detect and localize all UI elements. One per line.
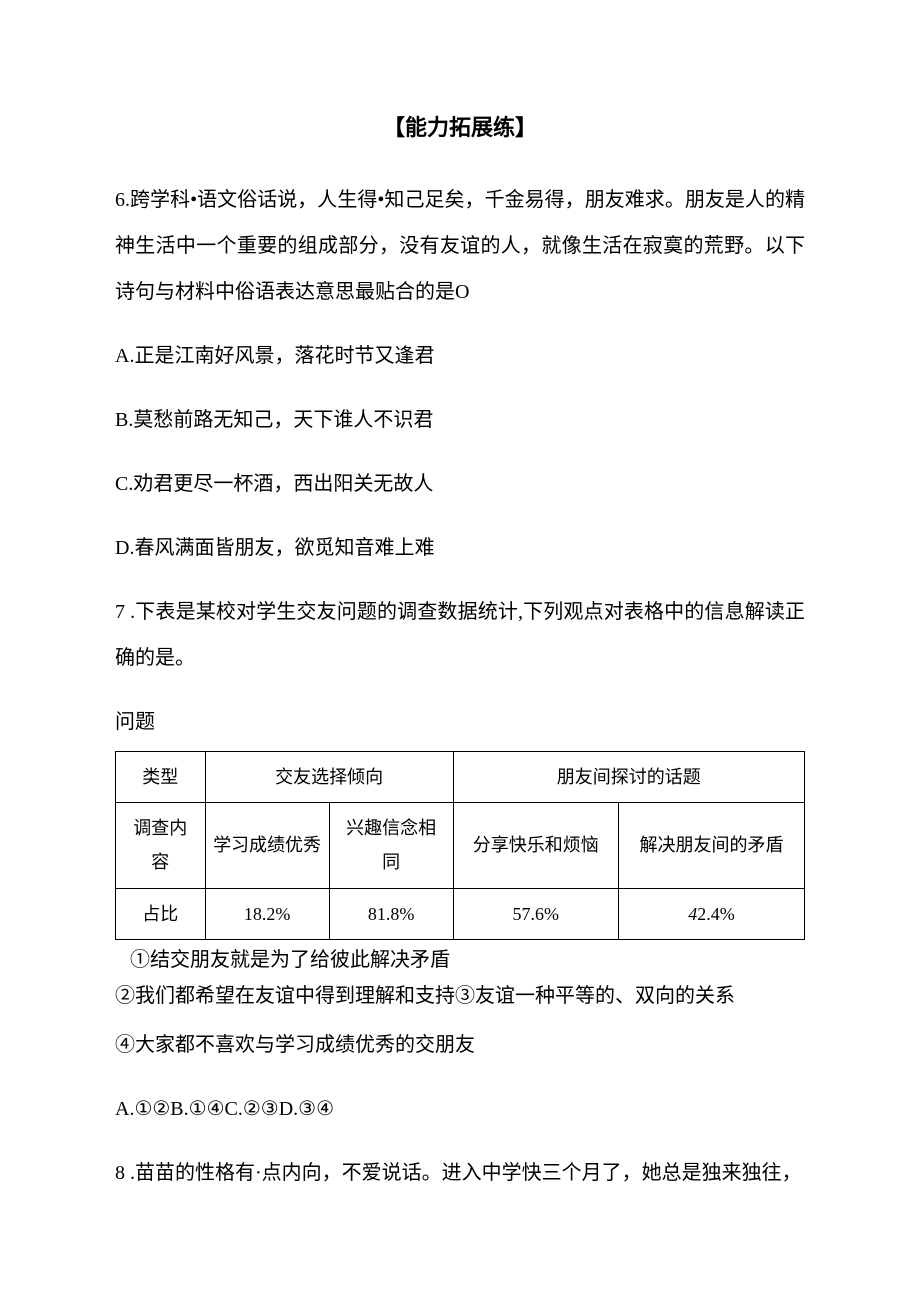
q6-option-b: B.莫愁前路无知己，天下谁人不识君 xyxy=(115,397,805,443)
cell-ratio-label: 占比 xyxy=(116,888,206,939)
cell-share-happy: 分享快乐和烦恼 xyxy=(453,803,618,888)
q8-stem: 8 .苗苗的性格有·点内向，不爱说话。进入中学快三个月了，她总是独来独往， xyxy=(115,1150,805,1196)
cell-tendency-header: 交友选择倾向 xyxy=(205,752,453,803)
cell-topic-header: 朋友间探讨的话题 xyxy=(453,752,804,803)
q7-stem: 7 .下表是某校对学生交友问题的调查数据统计,下列观点对表格中的信息解读正确的是… xyxy=(115,589,805,681)
table-row: 调查内 容 学习成绩优秀 兴趣信念相 同 分享快乐和烦恼 解决朋友间的矛盾 xyxy=(116,803,805,888)
table-row: 类型 交友选择倾向 朋友间探讨的话题 xyxy=(116,752,805,803)
cell-text-line2: 同 xyxy=(382,852,400,872)
cell-resolve-conflict: 解决朋友间的矛盾 xyxy=(618,803,804,888)
q6-option-c: C.劝君更尽一杯酒，西出阳关无故人 xyxy=(115,461,805,507)
cell-text-line1: 调查内 xyxy=(133,818,187,838)
pct-suffix: 2.4% xyxy=(697,904,735,924)
q7-choices: A.①②B.①④C.②③D.③④ xyxy=(115,1086,805,1132)
cell-pct-4: 42.4% xyxy=(618,888,804,939)
q7-stmt-1: ①结交朋友就是为了给彼此解决矛盾 xyxy=(115,944,805,976)
q6-option-a: A.正是江南好风景，落花时节又逢君 xyxy=(115,333,805,379)
section-title: 【能力拓展练】 xyxy=(115,110,805,142)
cell-pct-2: 81.8% xyxy=(329,888,453,939)
cell-study-excellent: 学习成绩优秀 xyxy=(205,803,329,888)
cell-pct-1: 18.2% xyxy=(205,888,329,939)
q7-stmt-4: ④大家都不喜欢与学习成绩优秀的交朋友 xyxy=(115,1022,805,1068)
cell-interest-same: 兴趣信念相 同 xyxy=(329,803,453,888)
cell-type-header: 类型 xyxy=(116,752,206,803)
table-row: 占比 18.2% 81.8% 57.6% 42.4% xyxy=(116,888,805,939)
italic-digit: 4 xyxy=(688,904,697,924)
q7-pre-table-label: 问题 xyxy=(115,699,805,745)
stmt-text: ①结交朋友就是为了给彼此解决矛盾 xyxy=(130,949,450,971)
q7-stmt-23: ②我们都希望在友谊中得到理解和支持③友谊一种平等的、双向的关系 xyxy=(115,980,805,1012)
document-page: 【能力拓展练】 6.跨学科•语文俗话说，人生得•知己足矣，千金易得，朋友难求。朋… xyxy=(0,0,920,1301)
cell-survey-content-label: 调查内 容 xyxy=(116,803,206,888)
cell-pct-3: 57.6% xyxy=(453,888,618,939)
cell-text-line2: 容 xyxy=(151,852,169,872)
q7-data-table: 类型 交友选择倾向 朋友间探讨的话题 调查内 容 学习成绩优秀 兴趣信念相 同 … xyxy=(115,751,805,940)
q6-stem: 6.跨学科•语文俗话说，人生得•知己足矣，千金易得，朋友难求。朋友是人的精神生活… xyxy=(115,177,805,315)
q6-option-d: D.春风满面皆朋友，欲觅知音难上难 xyxy=(115,525,805,571)
cell-text-line1: 兴趣信念相 xyxy=(346,818,436,838)
